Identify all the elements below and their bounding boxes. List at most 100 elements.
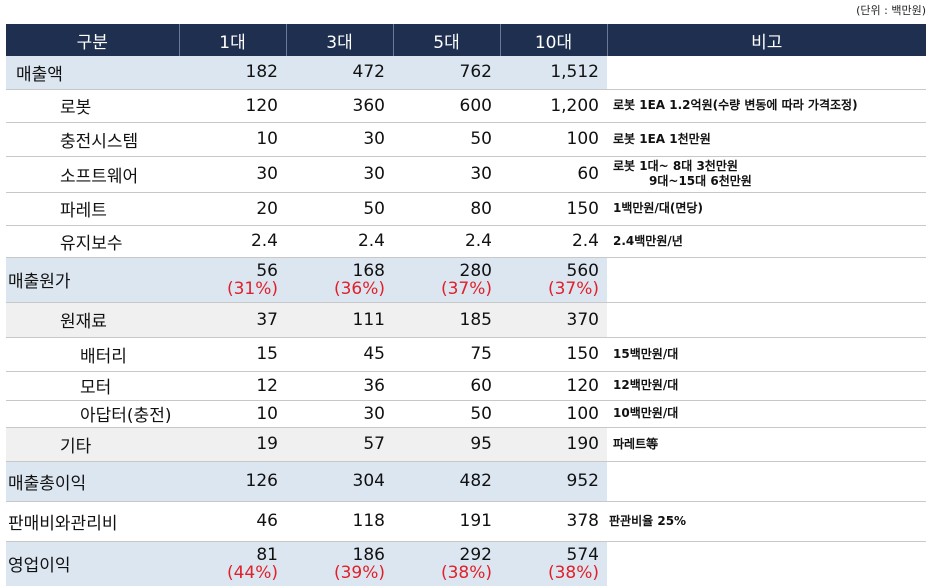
cell-value: 50 xyxy=(286,192,393,226)
cell-note: 로봇 1EA 1천만원 xyxy=(607,122,926,157)
row-motor: 모터 12 36 60 120 12백만원/대 xyxy=(6,371,926,401)
row-raw-material: 원재료 37 111 185 370 xyxy=(6,302,926,338)
financial-table: 구분 1대 3대 5대 10대 비고 매출액 182 472 762 1,512… xyxy=(6,24,926,587)
cell-value: 80 xyxy=(393,192,500,226)
cell-value: 762 xyxy=(393,56,500,90)
cell-value: 292 (38%) xyxy=(393,541,500,587)
cell-value: 190 xyxy=(500,427,607,462)
cell-value: 30 xyxy=(286,122,393,157)
row-label: 충전시스템 xyxy=(6,122,179,157)
unit-note: (단위 : 백만원) xyxy=(856,4,926,17)
cell-value: 37 xyxy=(179,302,286,338)
cell-value: 360 xyxy=(286,89,393,123)
row-label: 유지보수 xyxy=(6,225,179,258)
cell-value: 574 (38%) xyxy=(500,541,607,587)
header-10units: 10대 xyxy=(499,24,607,56)
cell-value: 2.4 xyxy=(393,225,500,258)
cell-value: 15 xyxy=(179,337,286,372)
cell-value: 81 (44%) xyxy=(179,541,286,587)
cell-note: 파레트等 xyxy=(607,427,926,462)
row-gross-profit: 매출총이익 126 304 482 952 xyxy=(6,461,926,502)
row-sales: 매출액 182 472 762 1,512 xyxy=(6,56,926,90)
row-cogs: 매출원가 56 (31%) 168 (36%) 280 (37%) 560 (37%) xyxy=(6,257,926,303)
row-label: 판매비와관리비 xyxy=(6,501,179,542)
cell-value: 482 xyxy=(393,461,500,502)
row-label: 매출총이익 xyxy=(6,461,179,502)
cell-amount: 280 xyxy=(459,260,492,281)
row-other: 기타 19 57 95 190 파레트等 xyxy=(6,427,926,462)
header-5units: 5대 xyxy=(392,24,500,56)
row-label: 매출액 xyxy=(6,56,179,90)
row-battery: 배터리 15 45 75 150 15백만원/대 xyxy=(6,337,926,372)
cell-value: 95 xyxy=(393,427,500,462)
cell-note xyxy=(607,541,926,587)
note-line: 로봇 1대~ 8대 3천만원 xyxy=(613,159,738,173)
note-line: 9대~15대 6천만원 xyxy=(649,174,752,188)
row-robot: 로봇 120 360 600 1,200 로봇 1EA 1.2억원(수량 변동에… xyxy=(6,89,926,123)
cell-value: 111 xyxy=(286,302,393,338)
cell-value: 118 xyxy=(286,501,393,542)
row-label: 기타 xyxy=(6,427,179,462)
cell-amount: 56 xyxy=(256,260,278,281)
cell-note: 10백만원/대 xyxy=(607,400,926,428)
cell-note: 12백만원/대 xyxy=(607,371,926,401)
cell-ratio: (37%) xyxy=(440,278,492,299)
cell-amount: 81 xyxy=(256,544,278,565)
cell-value: 20 xyxy=(179,192,286,226)
cell-value: 2.4 xyxy=(179,225,286,258)
cell-value: 280 (37%) xyxy=(393,257,500,303)
cell-value: 45 xyxy=(286,337,393,372)
cell-value: 1,512 xyxy=(500,56,607,90)
cell-note: 1백만원/대(면당) xyxy=(607,192,926,226)
cell-ratio: (39%) xyxy=(333,562,385,583)
cell-value: 100 xyxy=(500,400,607,428)
cell-value: 30 xyxy=(393,156,500,193)
cell-value: 600 xyxy=(393,89,500,123)
row-adapter: 아답터(충전) 10 30 50 100 10백만원/대 xyxy=(6,400,926,428)
cell-value: 120 xyxy=(179,89,286,123)
cell-ratio: (44%) xyxy=(226,562,278,583)
row-label: 로봇 xyxy=(6,89,179,123)
cell-value: 56 (31%) xyxy=(179,257,286,303)
cell-value: 150 xyxy=(500,192,607,226)
cell-ratio: (37%) xyxy=(547,278,599,299)
row-label: 파레트 xyxy=(6,192,179,226)
row-label: 매출원가 xyxy=(6,257,179,303)
cell-value: 12 xyxy=(179,371,286,401)
cell-value: 19 xyxy=(179,427,286,462)
cell-value: 2.4 xyxy=(286,225,393,258)
cell-value: 472 xyxy=(286,56,393,90)
row-sga: 판매비와관리비 46 118 191 378 판관비율 25% xyxy=(6,501,926,542)
cell-value: 57 xyxy=(286,427,393,462)
header-1unit: 1대 xyxy=(178,24,286,56)
cell-value: 75 xyxy=(393,337,500,372)
cell-value: 150 xyxy=(500,337,607,372)
cell-ratio: (36%) xyxy=(333,278,385,299)
cell-value: 185 xyxy=(393,302,500,338)
cell-value: 120 xyxy=(500,371,607,401)
cell-note: 2.4백만원/년 xyxy=(607,225,926,258)
cell-value: 168 (36%) xyxy=(286,257,393,303)
cell-value: 126 xyxy=(179,461,286,502)
cell-note xyxy=(607,257,926,303)
cell-amount: 292 xyxy=(459,544,492,565)
cell-value: 1,200 xyxy=(500,89,607,123)
cell-amount: 168 xyxy=(352,260,385,281)
cell-value: 10 xyxy=(179,122,286,157)
cell-value: 100 xyxy=(500,122,607,157)
cell-note: 15백만원/대 xyxy=(607,337,926,372)
cell-ratio: (31%) xyxy=(226,278,278,299)
row-label: 모터 xyxy=(6,371,179,401)
cell-note xyxy=(607,302,926,338)
cell-value: 560 (37%) xyxy=(500,257,607,303)
cell-value: 182 xyxy=(179,56,286,90)
row-label: 영업이익 xyxy=(6,541,179,587)
cell-note xyxy=(607,461,926,502)
cell-amount: 574 xyxy=(566,544,599,565)
row-charging-system: 충전시스템 10 30 50 100 로봇 1EA 1천만원 xyxy=(6,122,926,157)
cell-value: 36 xyxy=(286,371,393,401)
cell-value: 46 xyxy=(179,501,286,542)
header-3units: 3대 xyxy=(285,24,393,56)
cell-amount: 186 xyxy=(352,544,385,565)
header-category: 구분 xyxy=(6,24,179,56)
